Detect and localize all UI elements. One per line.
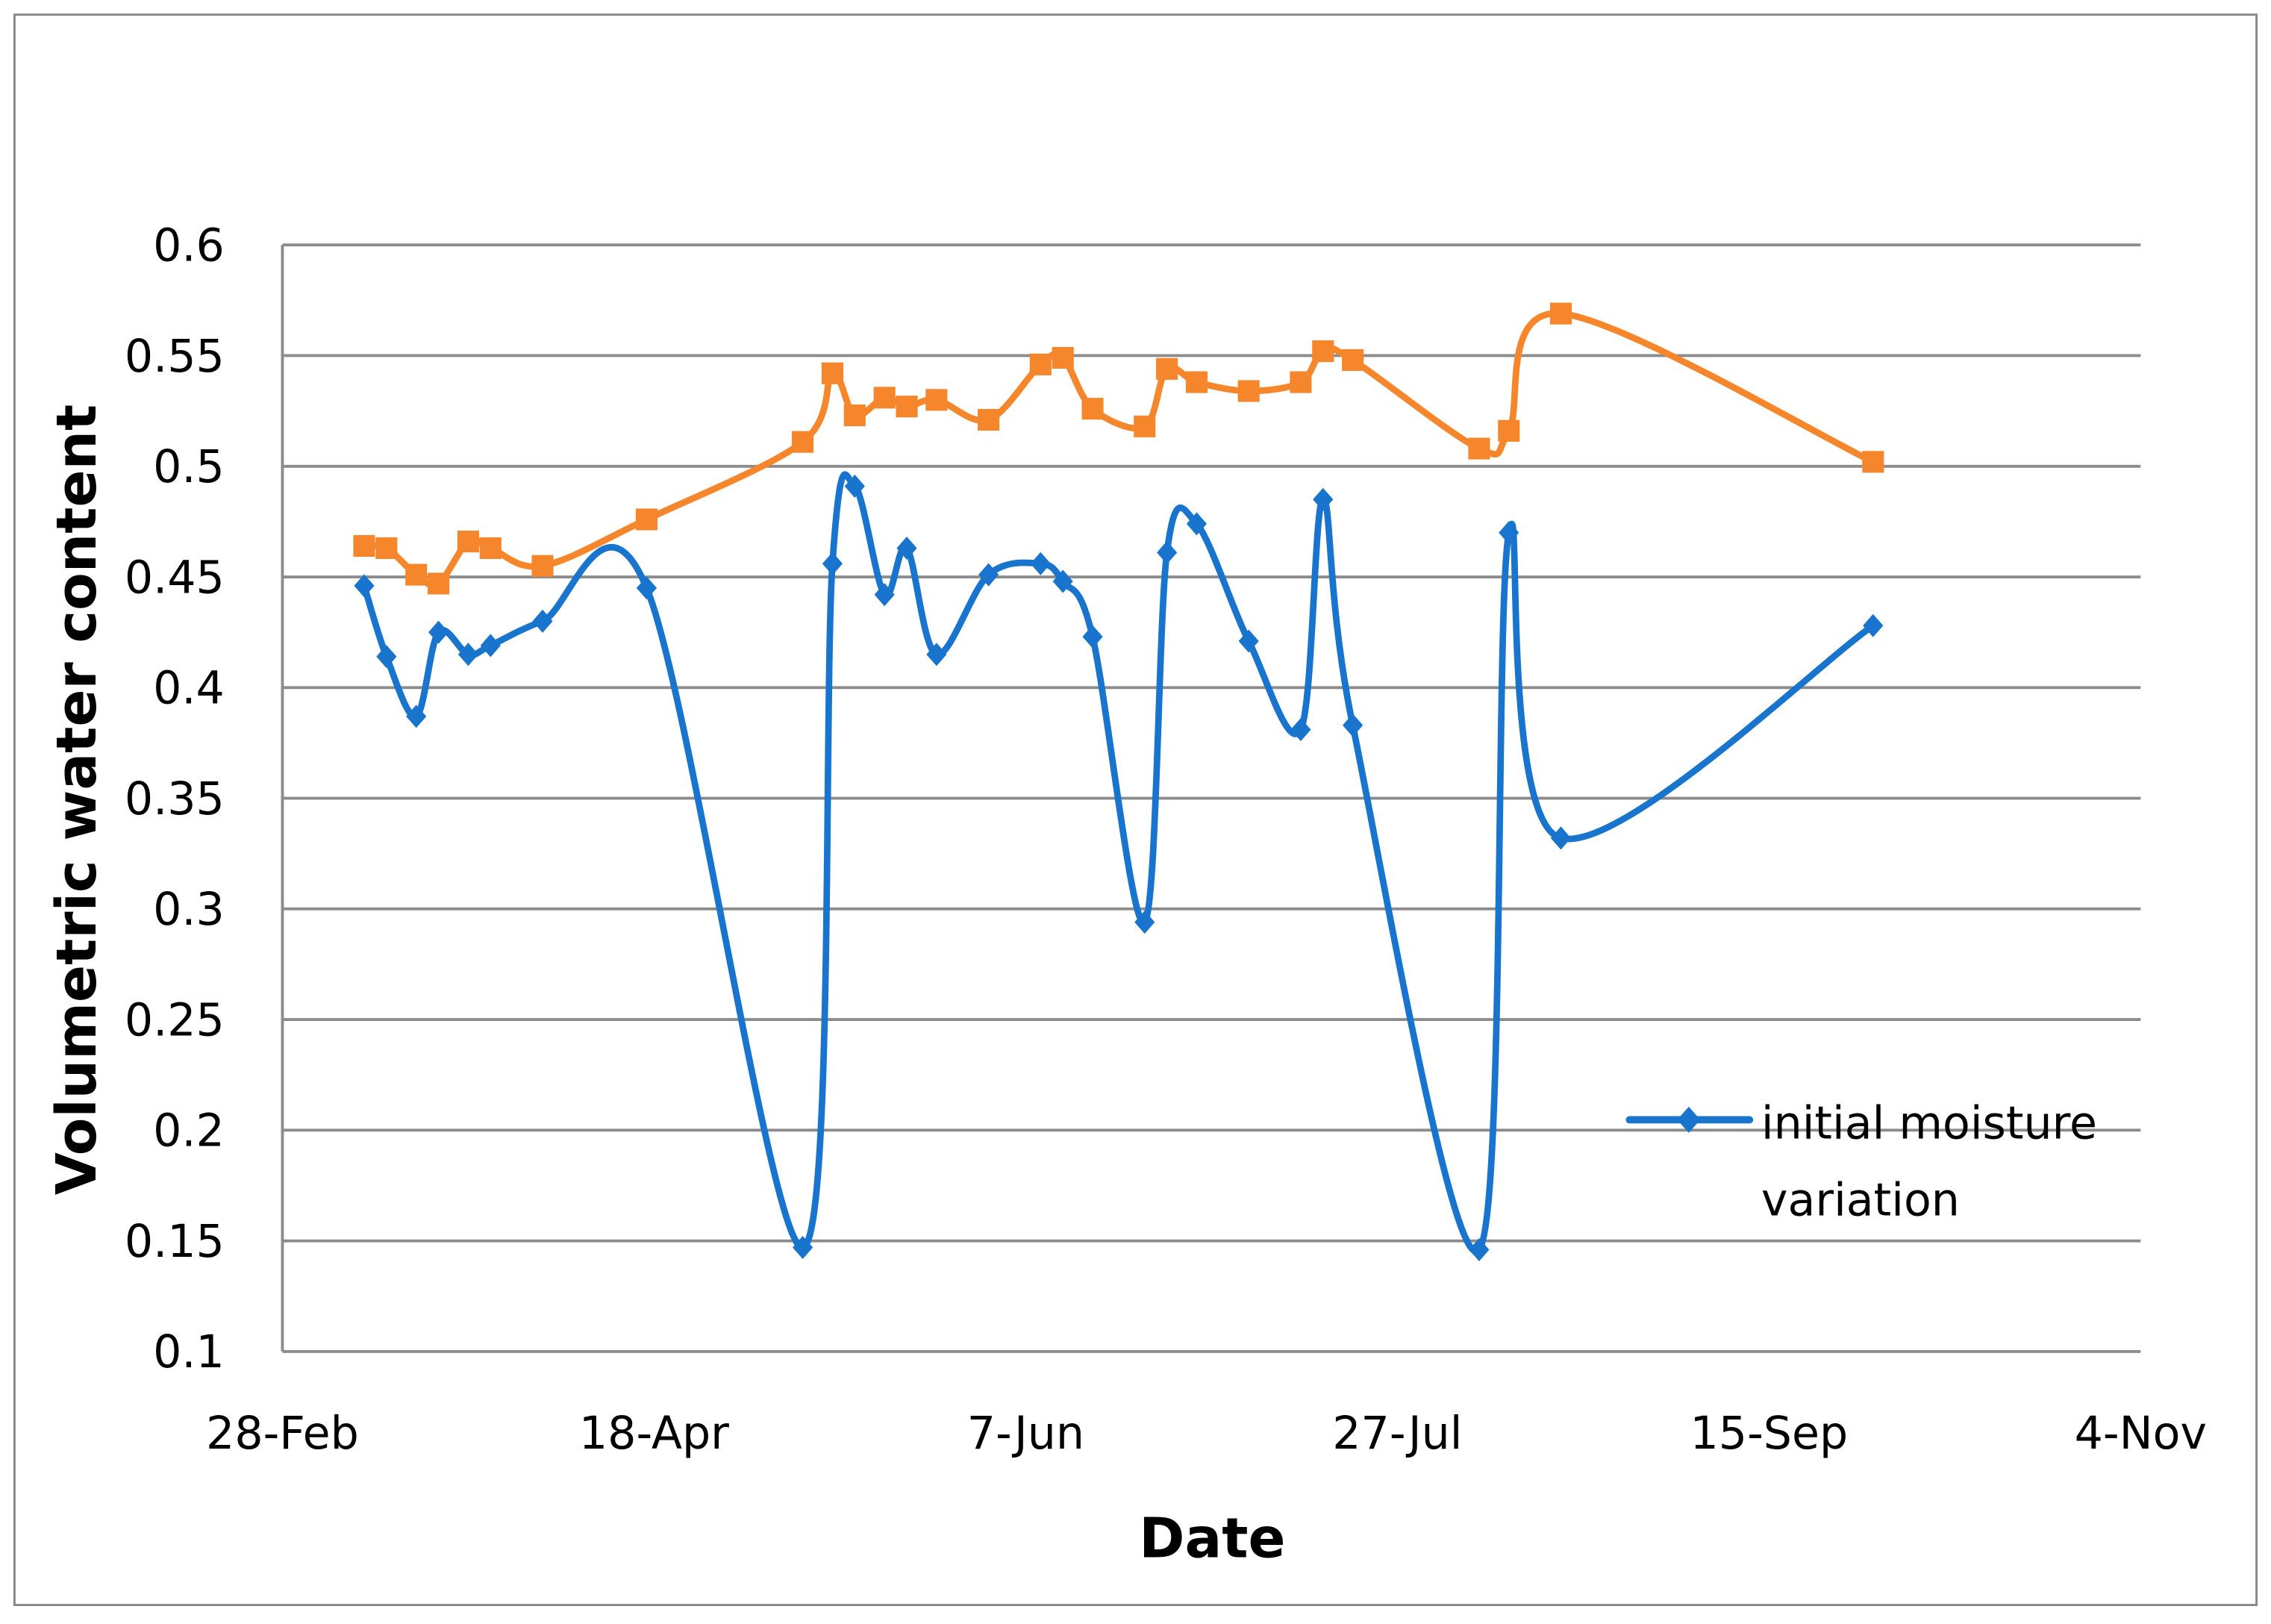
x-tick-label: 15-Sep [1690, 1408, 1849, 1460]
data-point-square [635, 508, 658, 531]
data-point-square [1156, 357, 1178, 380]
data-point-diamond [406, 705, 427, 728]
data-point-square [978, 408, 1000, 431]
data-point-diamond [1550, 826, 1572, 850]
y-tick-label: 0.2 [153, 1105, 225, 1158]
data-point-square [457, 531, 479, 553]
data-point-diamond [1134, 911, 1155, 934]
y-tick-label: 0.35 [125, 773, 225, 825]
data-point-diamond [354, 574, 375, 598]
data-point-diamond [1343, 713, 1363, 737]
data-point-diamond [1290, 718, 1311, 742]
data-point-square [531, 555, 554, 577]
data-point-square [1134, 415, 1156, 437]
x-axis-label: Date [1139, 1507, 1285, 1570]
data-point-square [1862, 451, 1884, 473]
data-point-square [1237, 380, 1260, 402]
data-point-square [375, 537, 398, 560]
legend-label: initial moisture variation [1761, 1098, 2097, 1227]
data-point-diamond [1157, 540, 1178, 564]
data-point-square [405, 563, 428, 586]
data-point-diamond [1082, 625, 1103, 649]
x-tick-label: 28-Feb [206, 1408, 359, 1460]
x-tick-label: 27-Jul [1332, 1408, 1462, 1460]
x-tick-label: 7-Jun [967, 1408, 1084, 1460]
data-point-diamond [532, 609, 553, 633]
legend: initial moisture variation [1625, 1098, 2097, 1227]
data-point-square [1029, 353, 1052, 375]
data-point-diamond [1030, 552, 1051, 575]
data-point-square [1290, 371, 1312, 393]
y-axis-label: Volumetric water content [46, 405, 109, 1196]
y-tick-label: 0.3 [153, 884, 225, 936]
data-point-square [925, 389, 948, 411]
data-point-square [1185, 371, 1208, 393]
data-point-diamond [376, 645, 397, 669]
data-point-square [896, 396, 918, 418]
data-point-diamond [874, 583, 895, 607]
data-point-square [1342, 349, 1364, 371]
y-tick-label: 0.1 [153, 1326, 225, 1378]
x-tick-label: 18-Apr [579, 1408, 729, 1460]
data-point-square [1498, 419, 1520, 442]
series-line-series-2 [363, 310, 1875, 589]
data-point-square [1312, 340, 1334, 363]
y-tick-label: 0.6 [153, 220, 225, 272]
legend-marker-diamond [1677, 1106, 1701, 1133]
chart-border [13, 13, 2258, 1606]
data-point-square [1468, 437, 1490, 460]
data-point-square [821, 362, 844, 384]
data-point-diamond [636, 576, 657, 600]
data-point-square [1052, 346, 1074, 369]
data-point-square [428, 572, 450, 595]
data-point-square [1549, 302, 1572, 325]
data-point-diamond [1863, 613, 1884, 637]
y-tick-label: 0.15 [125, 1216, 225, 1268]
data-point-diamond [428, 620, 449, 644]
data-point-diamond [457, 643, 479, 666]
data-point-square [873, 387, 896, 409]
data-point-diamond [844, 474, 865, 498]
data-point-diamond [926, 643, 947, 666]
x-tick-label: 4-Nov [2075, 1408, 2207, 1460]
y-tick-label: 0.55 [125, 331, 225, 383]
data-point-square [843, 404, 866, 427]
data-point-square [1081, 398, 1104, 420]
y-tick-label: 0.45 [125, 552, 225, 604]
data-point-diamond [1499, 521, 1519, 545]
data-point-diamond [1186, 512, 1208, 536]
y-tick-label: 0.25 [125, 994, 225, 1046]
data-point-square [353, 534, 375, 558]
data-point-square [479, 537, 502, 560]
y-tick-label: 0.4 [153, 663, 225, 715]
data-point-diamond [1313, 487, 1334, 511]
y-tick-label: 0.5 [153, 441, 225, 493]
data-point-square [792, 431, 814, 453]
data-point-diamond [1238, 629, 1259, 653]
data-point-diamond [480, 634, 501, 658]
